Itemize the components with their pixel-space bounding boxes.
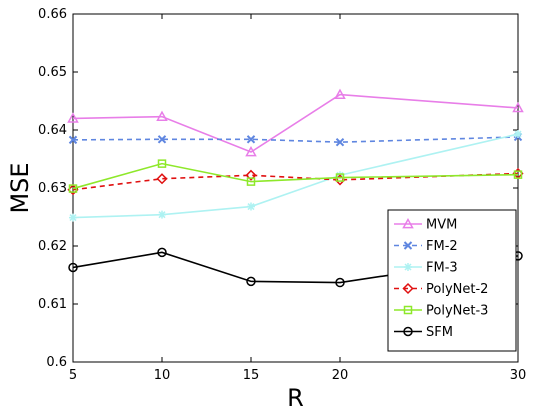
series-mvm: [67, 88, 524, 157]
data-point-sfm: [68, 262, 78, 273]
data-point-fm-3: [69, 213, 77, 222]
data-point-fm-2: [335, 137, 345, 147]
x-axis: 5 10 15 20 30: [69, 14, 526, 383]
legend: MVM FM-2 FM-3 PolyNet-2 PolyNet-3 SFM: [387, 209, 517, 352]
y-tick-label: 0.6: [46, 355, 67, 370]
data-point-fm-2: [68, 135, 78, 145]
legend-marker: [403, 241, 413, 250]
data-point-fm-2: [246, 135, 256, 144]
series-line-polynet-3: [72, 162, 519, 190]
legend-item-fm-2: FM-2: [394, 239, 458, 254]
x-tick-label: 10: [154, 368, 171, 383]
x-tick-label: 15: [243, 368, 260, 383]
data-point-sfm: [335, 277, 345, 288]
legend-marker: [403, 305, 413, 315]
data-point-mvm: [334, 88, 346, 99]
y-tick-label: 0.62: [38, 239, 67, 254]
legend-marker: [403, 326, 413, 337]
data-point-polynet-3: [246, 177, 256, 186]
data-point-polynet-3: [68, 184, 78, 193]
x-tick-label: 20: [332, 368, 349, 383]
series-line-fm-2: [72, 136, 519, 143]
y-tick-label: 0.63: [38, 181, 67, 196]
data-point-mvm: [156, 110, 168, 122]
data-point-mvm: [67, 112, 79, 123]
legend-item-polynet-2: PolyNet-2: [394, 282, 488, 297]
legend-marker: [402, 282, 414, 295]
series-line-mvm: [72, 93, 519, 153]
data-point-fm-3: [514, 130, 522, 139]
x-tick-label: 30: [510, 368, 527, 383]
legend-item-polynet-3: PolyNet-3: [394, 304, 488, 319]
legend-label: FM-2: [426, 239, 458, 254]
legend-label: PolyNet-3: [426, 304, 488, 319]
legend-item-fm-3: FM-3: [394, 261, 458, 276]
y-tick-label: 0.66: [38, 7, 67, 22]
data-point-polynet-2: [245, 169, 257, 181]
y-axis-label: MSE: [6, 162, 34, 213]
y-tick-label: 0.61: [38, 297, 67, 312]
data-point-fm-3: [158, 210, 166, 219]
data-point-fm-3: [247, 202, 255, 211]
series-polynet-3: [68, 159, 523, 193]
data-point-mvm: [245, 145, 257, 157]
legend-label: PolyNet-2: [426, 282, 488, 297]
y-tick-label: 0.64: [38, 123, 67, 138]
legend-item-sfm: SFM: [394, 325, 453, 340]
legend-item-mvm: MVM: [394, 218, 457, 233]
y-tick-label: 0.65: [38, 65, 67, 80]
x-axis-label: R: [287, 384, 304, 412]
legend-label: MVM: [426, 218, 457, 233]
data-point-fm-2: [157, 135, 167, 144]
data-point-polynet-3: [513, 170, 523, 179]
series-layer: [67, 88, 524, 288]
data-point-polynet-3: [157, 159, 167, 168]
y-axis: 0.6 0.61 0.62 0.63 0.64 0.65 0.66: [38, 7, 518, 370]
data-point-sfm: [157, 247, 167, 258]
data-point-polynet-3: [335, 173, 345, 182]
legend-label: SFM: [426, 325, 453, 340]
legend-marker: [404, 263, 412, 271]
x-tick-label: 5: [69, 368, 77, 383]
legend-box: [387, 209, 517, 352]
legend-label: FM-3: [426, 261, 458, 276]
data-point-mvm: [512, 101, 524, 113]
legend-marker: [402, 217, 414, 229]
series-line-polynet-2: [72, 172, 519, 191]
data-point-polynet-2: [156, 173, 168, 185]
data-point-sfm: [246, 276, 256, 287]
